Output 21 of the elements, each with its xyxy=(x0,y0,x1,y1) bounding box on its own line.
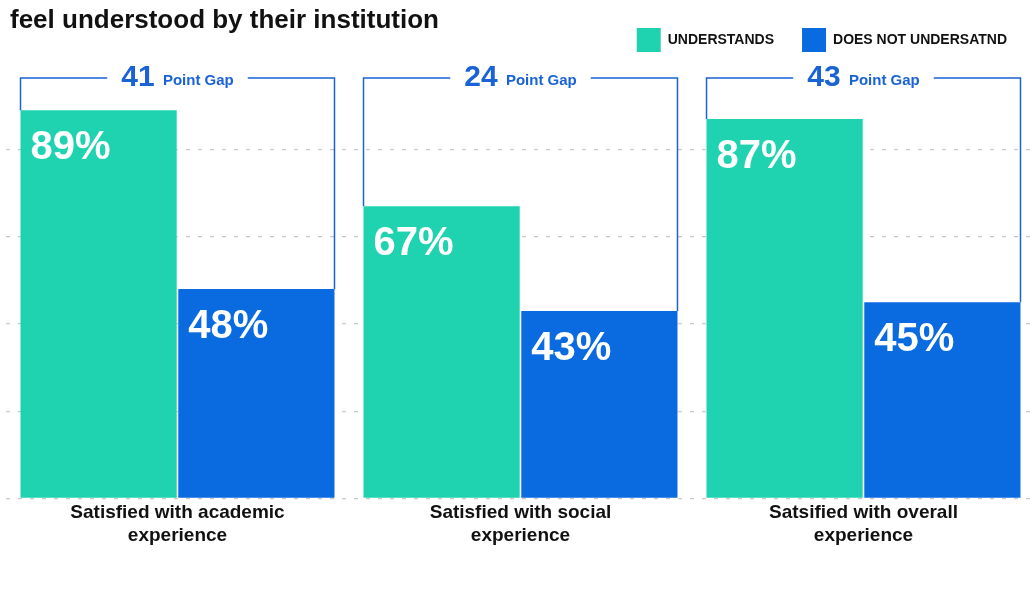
data-label: 48% xyxy=(188,302,269,347)
bar xyxy=(521,310,678,498)
text: 24 Point Gap xyxy=(464,59,577,93)
bar xyxy=(20,110,177,498)
data-label: 43% xyxy=(531,323,612,368)
data-label: 89% xyxy=(30,123,111,168)
legend-label: DOES NOT UNDERSATND xyxy=(833,30,1007,47)
legend-label: UNDERSTANDS xyxy=(667,30,775,47)
data-label: 45% xyxy=(874,315,955,360)
text: 41 Point Gap xyxy=(121,59,234,93)
x-tick-label: Satisfied with academic experience xyxy=(70,501,286,545)
x-tick-label: Satsified with overall experience xyxy=(769,501,958,545)
text: 43 Point Gap xyxy=(807,59,920,93)
bar xyxy=(864,302,1021,498)
bar xyxy=(363,206,520,498)
x-tick-label: Satisfied with social experience xyxy=(429,501,612,545)
data-label: 87% xyxy=(716,132,797,177)
data-label: 67% xyxy=(373,219,454,264)
bar xyxy=(706,119,863,498)
chart-title: feel understood by their institution xyxy=(10,4,439,35)
bar xyxy=(178,289,335,498)
